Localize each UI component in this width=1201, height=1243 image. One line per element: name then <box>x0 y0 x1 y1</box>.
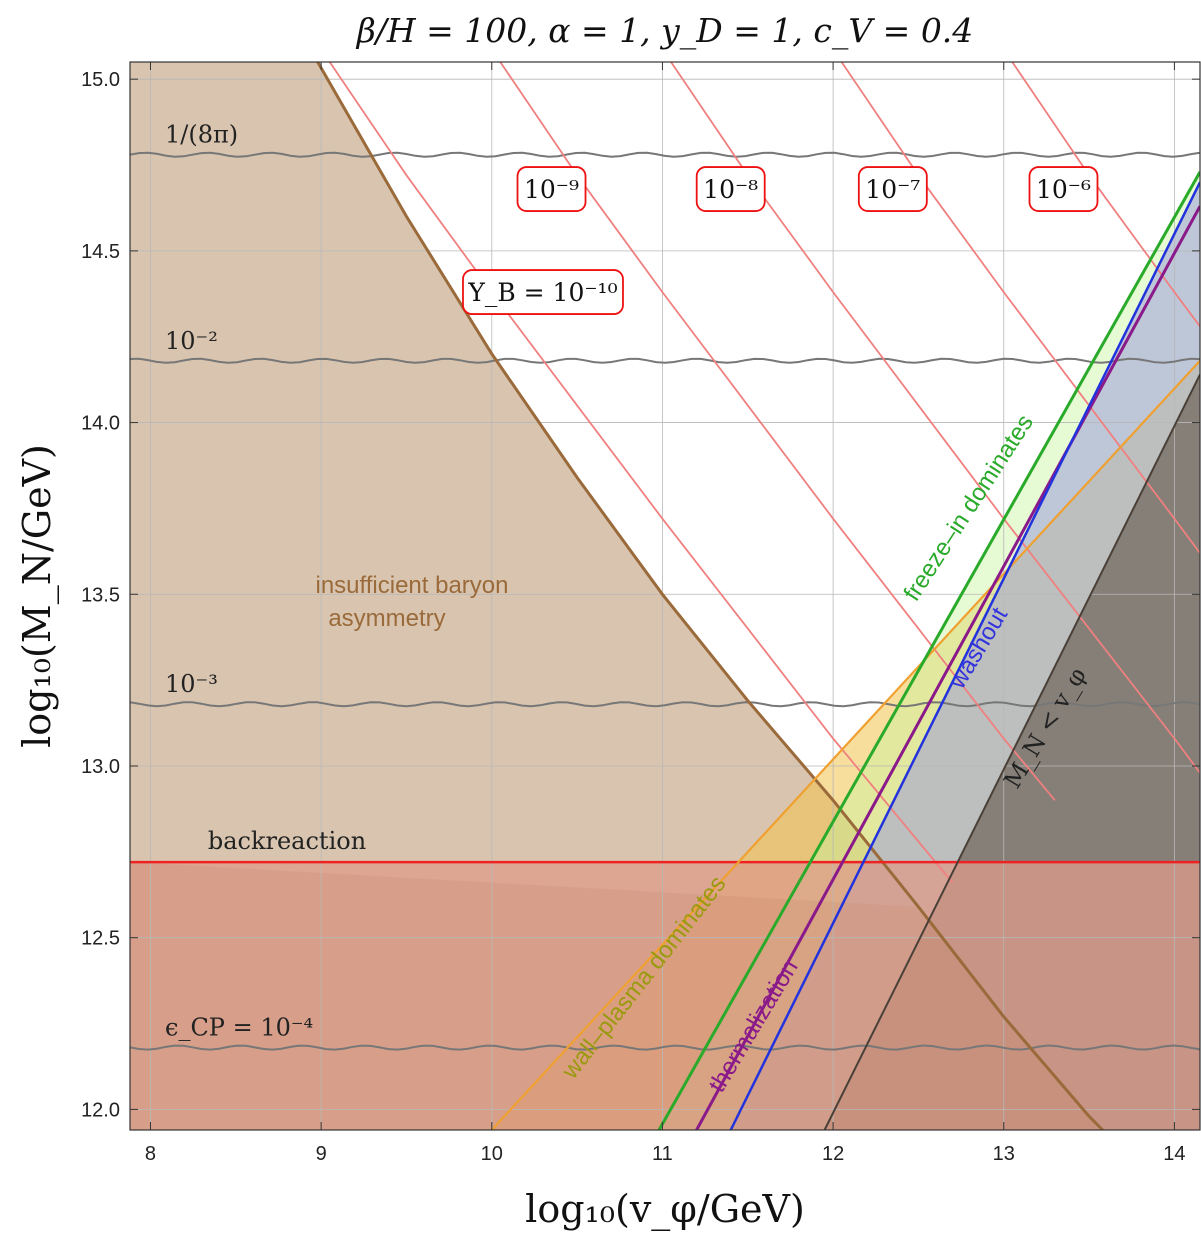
x-tick-label: 13 <box>993 1143 1015 1165</box>
washout-line <box>729 181 1200 1130</box>
x-tick-label: 12 <box>822 1143 844 1165</box>
epsilon-cp-label: 1/(8π) <box>165 121 238 149</box>
backreaction-region <box>130 862 1200 1130</box>
yb-label: 10⁻⁹ <box>524 175 579 204</box>
thermalization-line <box>695 205 1200 1130</box>
yb-label: 10⁻⁷ <box>865 175 920 204</box>
insufficient-label-line1: insufficient baryon <box>315 572 508 599</box>
yb-label: 10⁻⁶ <box>1036 175 1091 204</box>
yb-label-box <box>695 166 766 212</box>
yb-label-box <box>1028 166 1099 212</box>
y-tick-label: 12.5 <box>81 928 120 950</box>
epsilon-cp-label: 10⁻³ <box>165 670 218 698</box>
yb-label: Y_B = 10⁻¹⁰ <box>467 278 617 307</box>
chart-title: β/H = 100, α = 1, y_D = 1, c_V = 0.4 <box>355 11 974 51</box>
boundaries <box>130 62 1200 1130</box>
yb-label-box <box>857 166 928 212</box>
yb-label: 10⁻⁸ <box>703 175 758 204</box>
epsilon-cp-label: 10⁻² <box>165 327 218 355</box>
insufficient-label-line2: asymmetry <box>328 605 445 632</box>
epsilon-cp-contour <box>130 1044 1200 1051</box>
y-tick-label: 14.5 <box>81 241 120 263</box>
ticks: 8 9 10 11 12 13 14 12.0 12.5 13.0 13.5 14.0 14.5 15.0 <box>81 62 1200 1165</box>
epsilon-cp-contour <box>130 701 1200 708</box>
y-tick-label: 14.0 <box>81 413 120 435</box>
plot-area <box>130 62 1200 1130</box>
plot-frame <box>129 61 1201 1131</box>
y-tick-label: 15.0 <box>81 69 120 91</box>
y-axis-title: log₁₀(M_N/GeV) <box>15 444 60 748</box>
yb-contour <box>1011 62 1200 327</box>
x-tick-label: 8 <box>145 1143 156 1165</box>
x-axis-title: log₁₀(v_φ/GeV) <box>525 1187 805 1232</box>
x-tick-label: 9 <box>316 1143 327 1165</box>
y-tick-label: 13.0 <box>81 756 120 778</box>
epsilon-cp-contour <box>130 151 1200 158</box>
epsilon-cp-label: ϵ_CP = 10⁻⁴ <box>165 1014 313 1042</box>
mn-vphi-line <box>823 374 1200 1130</box>
freeze-in-line <box>657 171 1200 1130</box>
yb-contour <box>840 62 1200 554</box>
x-tick-label: 11 <box>652 1143 673 1165</box>
x-tick-label: 14 <box>1163 1143 1185 1165</box>
contours <box>130 62 1200 1051</box>
backreaction-label: backreaction <box>208 827 366 855</box>
y-tick-label: 13.5 <box>81 584 120 606</box>
wall-plasma-line <box>490 360 1200 1130</box>
epsilon-cp-contour <box>130 357 1200 364</box>
y-tick-label: 12.0 <box>81 1099 120 1121</box>
yb-contour <box>499 62 1056 801</box>
yb-label-box <box>516 166 587 212</box>
x-tick-label: 10 <box>481 1143 503 1165</box>
yb-label-box <box>462 269 624 315</box>
